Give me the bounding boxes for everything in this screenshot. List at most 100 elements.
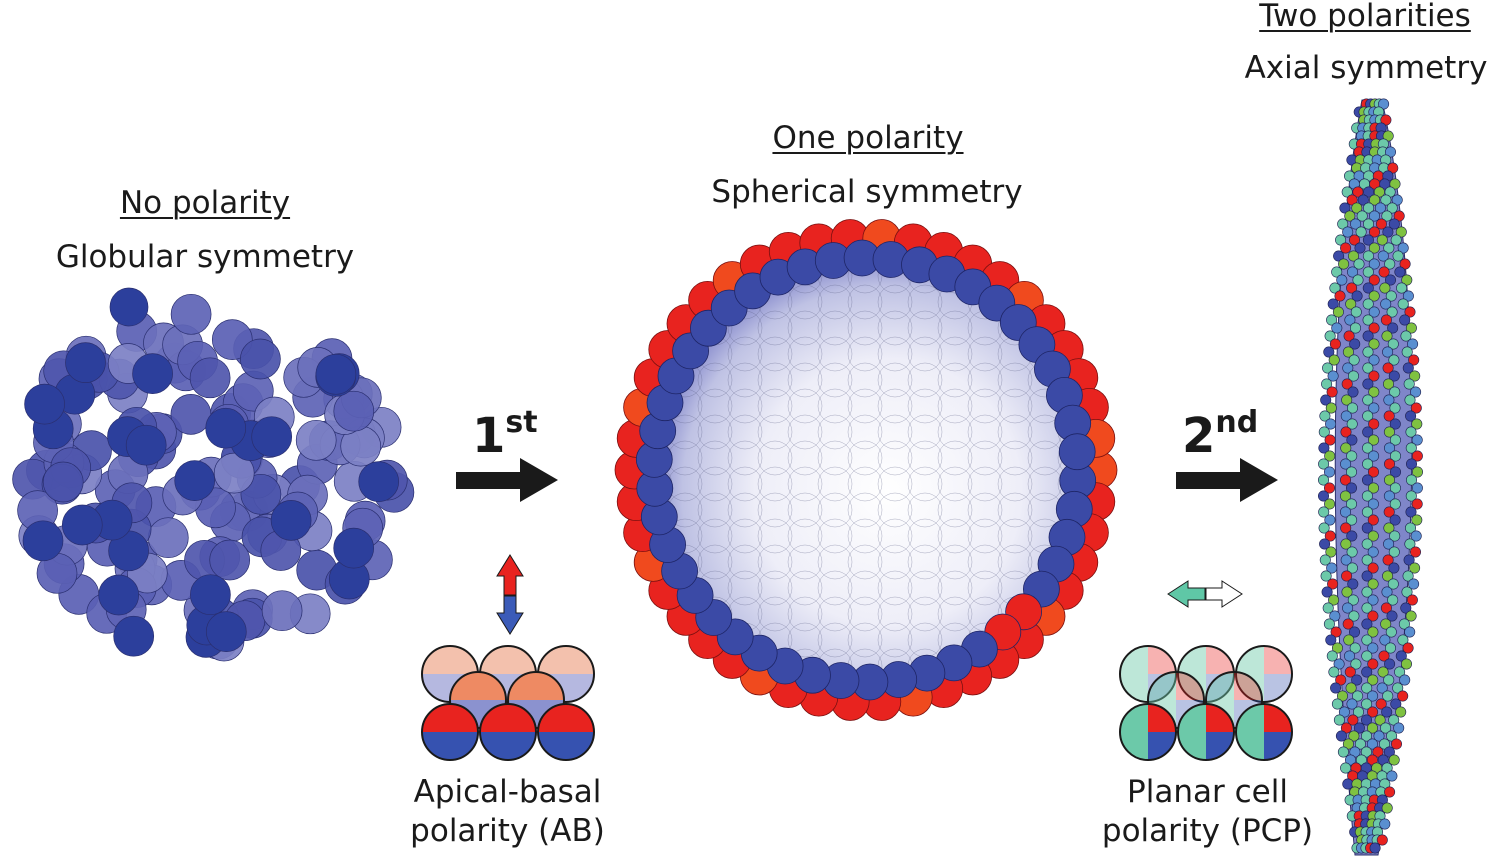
tube-cell (1389, 418, 1401, 430)
tube-cell (1373, 730, 1385, 742)
tube-cell (1363, 186, 1375, 198)
tube-cell (1350, 322, 1362, 334)
cluster-cell (170, 293, 212, 335)
cluster-cell (295, 419, 337, 461)
tube-cell (1363, 202, 1375, 214)
tube-cell (1338, 258, 1350, 270)
tube-cell (1395, 706, 1407, 718)
tube-cell (1362, 410, 1374, 422)
tube-cell (1352, 274, 1364, 286)
tube-cell (1389, 482, 1401, 494)
tube-cell (1349, 338, 1361, 350)
tube-cell (1401, 274, 1413, 286)
tube-cell (1344, 650, 1356, 662)
tube-cell (1330, 626, 1342, 638)
tube-cell (1375, 218, 1387, 230)
tube-cell (1398, 618, 1410, 630)
tube-cell (1403, 378, 1415, 390)
tube-cell (1325, 418, 1337, 430)
tube-cell (1342, 362, 1354, 374)
cluster-cell (190, 574, 231, 616)
tube-cell (1340, 410, 1352, 422)
tube-cell (1368, 402, 1380, 414)
polarized-cell-sphere (614, 219, 1118, 721)
cluster-cell (270, 500, 312, 541)
tube-cell (1347, 386, 1359, 398)
tube-cell (1372, 746, 1384, 758)
tube-cell (1412, 466, 1424, 478)
tube-cell (1397, 242, 1409, 254)
tube-cell (1405, 522, 1417, 534)
cluster-cell (174, 460, 216, 501)
tube-cell (1384, 258, 1396, 270)
tube-cell (1383, 242, 1395, 254)
tube-cell (1340, 442, 1352, 454)
planar-polarity-cell-diagram (1119, 645, 1293, 761)
tube-cell (1387, 594, 1399, 606)
tube-cell (1411, 450, 1423, 462)
tube-cell (1383, 490, 1395, 502)
tube-cell (1331, 266, 1343, 278)
tube-cell (1353, 706, 1365, 718)
tube-cell (1377, 250, 1389, 262)
tube-cell (1380, 618, 1392, 630)
tube-cell (1361, 682, 1373, 694)
tube-cell (1362, 378, 1374, 390)
tube-cell (1323, 618, 1335, 630)
tube-cell (1397, 298, 1409, 310)
tube-cell (1405, 322, 1417, 334)
tube-cell (1367, 610, 1379, 622)
tube-cell (1357, 194, 1369, 206)
tube-cell (1350, 658, 1362, 670)
tube-cell (1361, 538, 1373, 550)
tube-cell (1367, 498, 1379, 510)
tube-cell (1376, 682, 1388, 694)
tube-cell (1353, 722, 1365, 734)
tube-cell (1385, 290, 1397, 302)
tube-cell (1348, 370, 1360, 382)
tube-cell (1367, 706, 1379, 718)
cluster-cell (113, 615, 155, 657)
tube-cell (1368, 306, 1380, 318)
tube-cell (1345, 682, 1357, 694)
tube-cell (1320, 570, 1332, 582)
tube-cell (1369, 842, 1381, 854)
tube-cell (1341, 394, 1353, 406)
tube-cell (1393, 722, 1405, 734)
tube-cell (1340, 506, 1352, 518)
tube-cell (1386, 770, 1398, 782)
tube-cell (1361, 730, 1373, 742)
tube-cell (1325, 634, 1337, 646)
step-1-number: 1 (472, 408, 506, 464)
tube-cell (1388, 562, 1400, 574)
tube-cell (1342, 226, 1354, 238)
tube-cell (1407, 338, 1419, 350)
tube-cell (1367, 562, 1379, 574)
tube-cell (1347, 578, 1359, 590)
tube-cell (1380, 314, 1392, 326)
tube-cell (1384, 658, 1396, 670)
tube-cell (1390, 466, 1402, 478)
tube-cell (1351, 674, 1363, 686)
tube-cell (1380, 194, 1392, 206)
tube-cell (1367, 514, 1379, 526)
tube-cell (1345, 298, 1357, 310)
tube-cell (1320, 394, 1332, 406)
tube-cell (1397, 634, 1409, 646)
cluster-cell (211, 319, 253, 360)
tube-cell (1382, 130, 1394, 142)
tube-cell (1384, 458, 1396, 470)
tube-cell (1394, 266, 1406, 278)
tube-cell (1349, 626, 1361, 638)
tube-cell (1336, 274, 1348, 286)
tube-cell (1361, 554, 1373, 566)
tube-cell (1383, 378, 1395, 390)
tube-cell (1389, 434, 1401, 446)
tube-cell (1401, 658, 1413, 670)
tube-cell (1352, 690, 1364, 702)
tube-cell (1404, 394, 1416, 406)
tube-cell (1367, 642, 1379, 654)
ab-cell (479, 703, 537, 761)
tube-cell (1405, 410, 1417, 422)
